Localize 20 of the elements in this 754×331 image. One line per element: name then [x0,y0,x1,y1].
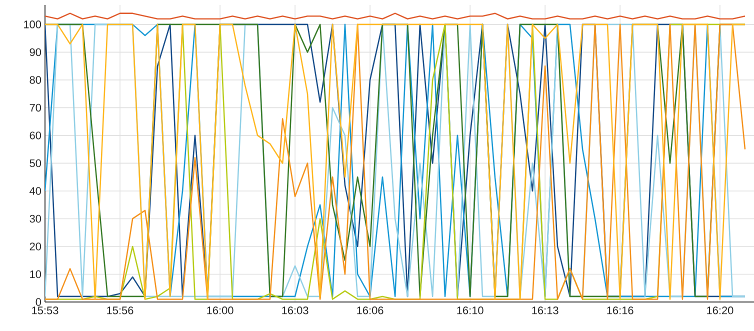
y-tick-label: 0 [36,298,42,306]
y-tick-label: 30 [30,214,42,223]
x-tick-label: 15:53 [32,306,58,314]
y-tick-label: 20 [30,242,42,250]
y-tick-label: 80 [30,76,42,84]
x-tick-label: 16:16 [607,306,634,314]
y-tick-label: 50 [30,159,42,168]
x-tick-label: 16:13 [532,306,558,314]
x-tick-label: 16:00 [207,306,234,314]
x-tick-label: 15:56 [107,306,134,314]
x-tick-label: 16:20 [707,306,734,314]
y-tick-label: 70 [30,104,42,112]
y-tick-label: 90 [30,48,42,56]
y-tick-label: 40 [30,187,42,195]
y-tick-label: 60 [30,132,42,140]
y-tick-label: 10 [30,270,42,278]
x-tick-label: 16:10 [457,306,484,314]
x-tick-label: 16:06 [357,306,384,314]
x-tick-label: 16:03 [282,306,308,314]
y-tick-label: 100 [24,20,42,28]
